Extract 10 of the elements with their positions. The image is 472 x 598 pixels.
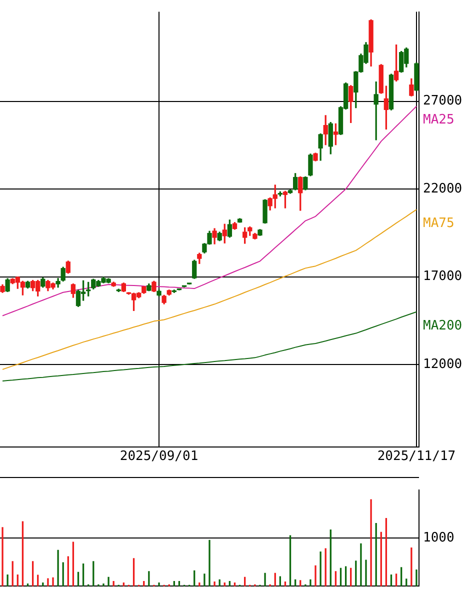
series-label: MA75 xyxy=(423,216,454,231)
y-tick-label: 27000 xyxy=(423,94,462,109)
x-tick-label: 2025/09/01 xyxy=(120,449,198,464)
y-tick-label: 1000 xyxy=(423,530,454,546)
y-tick-label: 17000 xyxy=(423,269,462,284)
y-tick-label: 22000 xyxy=(423,181,462,196)
y-tick-label: 12000 xyxy=(423,356,462,372)
series-label: MA25 xyxy=(423,112,454,128)
series-label: MA200 xyxy=(423,318,462,334)
x-tick-label: 2025/11/17 xyxy=(377,449,456,464)
